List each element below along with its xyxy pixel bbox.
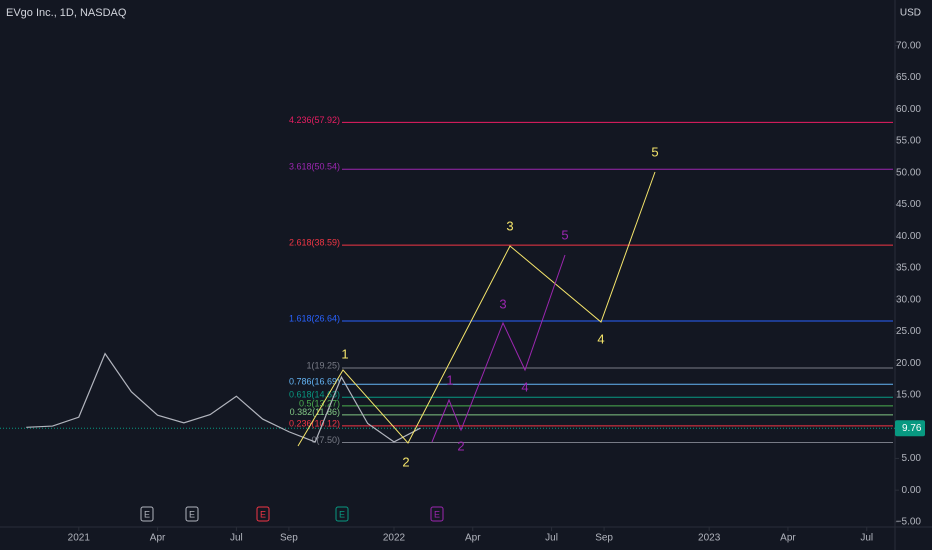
earnings-marker — [430, 506, 444, 522]
earnings-label[interactable]: E — [260, 509, 266, 519]
x-tick-label: Jul — [545, 533, 558, 544]
wave-label: 3 — [499, 296, 506, 311]
x-tick-label: Apr — [465, 533, 481, 544]
wave-label: 1 — [446, 372, 453, 387]
y-tick-label: 0.00 — [902, 485, 922, 496]
fib-label: 2.618(38.59) — [289, 238, 340, 248]
fib-label: 0.618(14.63) — [289, 390, 340, 400]
wave-label: 1 — [341, 346, 348, 361]
x-tick-label: Apr — [780, 533, 796, 544]
earnings-marker — [335, 506, 349, 522]
fib-label: 3.618(50.54) — [289, 162, 340, 172]
earnings-label[interactable]: E — [144, 509, 150, 519]
y-tick-label: 70.00 — [896, 40, 921, 51]
fib-label: 0.786(16.69) — [289, 377, 340, 387]
y-tick-label: 50.00 — [896, 167, 921, 178]
x-tick-label: 2023 — [698, 533, 721, 544]
wave-path — [431, 254, 566, 443]
x-tick-label: Jul — [230, 533, 243, 544]
earnings-marker — [140, 506, 154, 522]
wave-label: 5 — [561, 227, 568, 242]
y-tick-label: 45.00 — [896, 199, 921, 210]
wave-label: 4 — [521, 379, 528, 394]
y-tick-label: 40.00 — [896, 231, 921, 242]
fib-label: 0(7.50) — [311, 435, 340, 445]
y-tick-label: 30.00 — [896, 294, 921, 305]
y-tick-label: 5.00 — [902, 453, 922, 464]
price-line — [26, 352, 421, 443]
y-tick-label: 55.00 — [896, 136, 921, 147]
x-tick-label: 2021 — [68, 533, 91, 544]
earnings-label[interactable]: E — [434, 509, 440, 519]
x-tick-label: Jul — [860, 533, 873, 544]
fib-label: 1.618(26.64) — [289, 313, 340, 323]
wave-path — [297, 171, 656, 447]
earnings-marker — [256, 506, 270, 522]
x-tick-label: Sep — [595, 533, 613, 544]
x-tick-label: Sep — [280, 533, 298, 544]
x-tick-label: 2022 — [383, 533, 406, 544]
symbol-title: EVgo Inc., 1D, NASDAQ — [6, 7, 127, 19]
fib-label: 0.5(13.27) — [299, 398, 340, 408]
wave-label: 3 — [506, 218, 513, 233]
last-price-tag — [895, 420, 925, 437]
currency-label[interactable]: USD — [900, 8, 921, 19]
y-tick-label: 25.00 — [896, 326, 921, 337]
y-tick-label: 35.00 — [896, 263, 921, 274]
y-tick-label: −5.00 — [896, 517, 922, 528]
fib-label: 1(19.25) — [306, 360, 340, 370]
fib-label: 0.382(11.86) — [290, 407, 340, 417]
x-tick-label: Apr — [150, 533, 166, 544]
earnings-marker — [185, 506, 199, 522]
wave-label: 4 — [597, 331, 604, 346]
fib-label: 0.236(10.12) — [289, 418, 340, 428]
y-tick-label: 15.00 — [896, 390, 921, 401]
earnings-label[interactable]: E — [189, 509, 195, 519]
y-tick-label: 65.00 — [896, 72, 921, 83]
y-tick-label: 20.00 — [896, 358, 921, 369]
wave-label: 2 — [457, 438, 464, 453]
wave-label: 5 — [651, 144, 658, 159]
fib-label: 4.236(57.92) — [289, 115, 340, 125]
last-price-label: 9.76 — [902, 423, 922, 434]
earnings-label[interactable]: E — [339, 509, 345, 519]
wave-label: 2 — [402, 454, 409, 469]
y-tick-label: 60.00 — [896, 104, 921, 115]
